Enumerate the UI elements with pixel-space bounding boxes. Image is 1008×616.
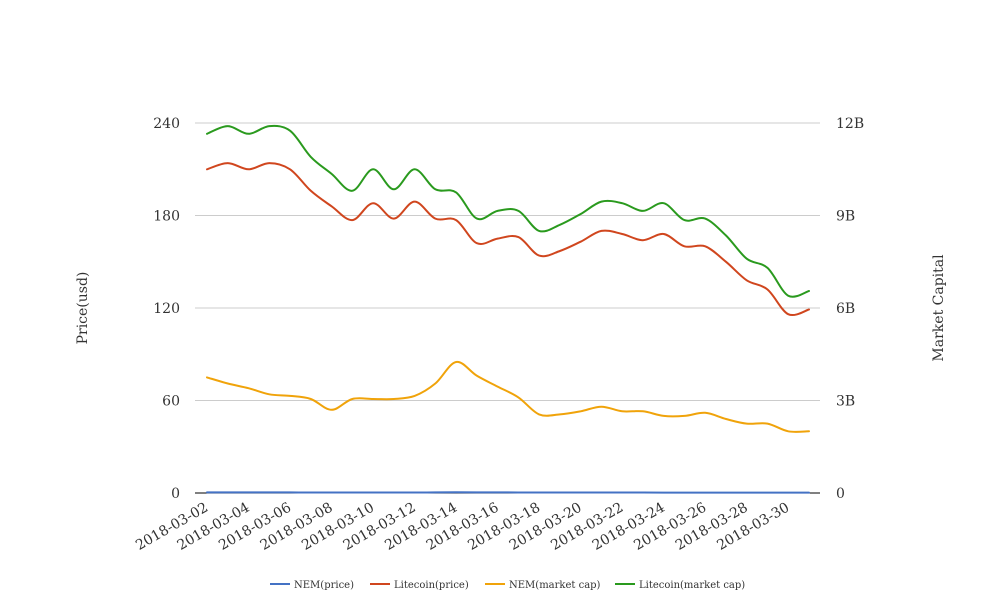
left-axis: 0 60 120 180 240 — [153, 116, 180, 502]
y-left-tick-label: 240 — [153, 116, 180, 132]
legend-label: NEM(price) — [294, 580, 354, 591]
y-left-tick-label: 180 — [153, 209, 180, 225]
legend-label: NEM(market cap) — [509, 580, 601, 591]
series-line-nem-market-cap — [206, 360, 810, 433]
series-line-litecoin-price — [206, 162, 810, 316]
y-right-tick-label: 6B — [836, 301, 855, 317]
legend-label: Litecoin(price) — [394, 580, 469, 591]
legend-item: Litecoin(market cap) — [615, 580, 745, 591]
legend: NEM(price) Litecoin(price) NEM(market cap)… — [270, 580, 745, 591]
y-left-tick-label: 120 — [153, 301, 180, 317]
y-right-tick-label: 12B — [836, 116, 864, 132]
y-right-tick-label: 3B — [836, 394, 855, 410]
right-axis: 0 3B 6B 9B 12B — [836, 116, 864, 502]
y-axis-right-title: Market Capital — [931, 254, 947, 362]
gridlines — [195, 122, 820, 494]
y-left-tick-label: 60 — [162, 394, 180, 410]
legend-item: NEM(price) — [270, 580, 354, 591]
legend-item: Litecoin(price) — [370, 580, 469, 591]
y-right-tick-label: 9B — [836, 209, 855, 225]
series-line-litecoin-market-cap — [206, 124, 810, 298]
y-left-tick-label: 0 — [171, 486, 180, 502]
x-axis: 2018-03-022018-03-042018-03-062018-03-08… — [133, 500, 792, 554]
legend-label: Litecoin(market cap) — [639, 580, 745, 591]
series-lines — [206, 124, 810, 494]
legend-item: NEM(market cap) — [485, 580, 601, 591]
y-right-tick-label: 0 — [836, 486, 845, 502]
y-axis-left-title: Price(usd) — [75, 272, 91, 345]
